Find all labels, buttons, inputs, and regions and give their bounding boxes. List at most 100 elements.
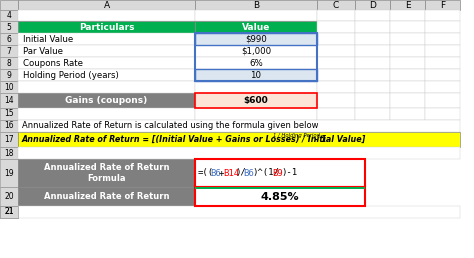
Bar (355, 10, 390, 21)
Bar (425, 10, 460, 21)
Text: B14: B14 (223, 168, 239, 178)
Bar (18, 45, 195, 57)
Bar (355, 93, 390, 108)
Bar (317, 33, 355, 45)
Bar (195, 159, 365, 187)
Bar (390, 57, 425, 69)
Bar (355, 108, 390, 120)
Bar (195, 57, 317, 69)
Text: 10: 10 (4, 83, 14, 92)
Bar (355, 69, 390, 81)
Bar (18, 206, 460, 218)
Bar (355, 21, 390, 33)
Text: 21: 21 (4, 207, 14, 216)
Bar (0, 206, 18, 218)
Bar (355, 0, 390, 10)
Bar (18, 0, 195, 10)
Text: D: D (369, 1, 376, 10)
Bar (390, 45, 425, 57)
Bar (195, 45, 317, 57)
Text: Annualized Rate of Return = [(Initial Value + Gains or Losses) / Initial Value]: Annualized Rate of Return = [(Initial Va… (22, 135, 366, 144)
Text: Annualized Rate of Return is calculated using the formula given below: Annualized Rate of Return is calculated … (22, 122, 319, 131)
Bar (195, 21, 317, 33)
Text: 20: 20 (4, 192, 14, 201)
Bar (317, 10, 355, 21)
Text: $990: $990 (245, 35, 267, 44)
Bar (390, 69, 425, 81)
Text: 8: 8 (7, 59, 11, 68)
Bar (18, 147, 460, 159)
Text: )^(1/: )^(1/ (252, 168, 279, 178)
Bar (0, 93, 18, 108)
Text: )-1: )-1 (281, 168, 297, 178)
Text: 9: 9 (7, 70, 11, 79)
Bar (425, 33, 460, 45)
Text: Holding Period (years): Holding Period (years) (23, 70, 119, 79)
Bar (390, 0, 425, 10)
Bar (0, 45, 18, 57)
Bar (195, 33, 317, 45)
Bar (18, 93, 195, 108)
Bar (390, 21, 425, 33)
Text: $1,000: $1,000 (241, 46, 271, 55)
Bar (425, 57, 460, 69)
Bar (0, 0, 18, 10)
Text: E: E (405, 1, 410, 10)
Bar (195, 81, 317, 93)
Text: F: F (440, 1, 445, 10)
Text: Annualized Rate of Return: Annualized Rate of Return (44, 192, 169, 201)
Text: 10: 10 (250, 70, 262, 79)
Bar (425, 0, 460, 10)
Text: Par Value: Par Value (23, 46, 63, 55)
Bar (195, 187, 365, 206)
Text: 6%: 6% (249, 59, 263, 68)
Bar (18, 120, 460, 132)
Bar (425, 81, 460, 93)
Text: B6: B6 (244, 168, 255, 178)
Bar (195, 0, 317, 10)
Bar (0, 21, 18, 33)
Bar (0, 187, 18, 206)
Bar (317, 81, 355, 93)
Bar (317, 93, 355, 108)
Text: C: C (333, 1, 339, 10)
Bar (195, 69, 317, 81)
Text: 4.85%: 4.85% (261, 192, 299, 203)
Text: 4: 4 (7, 11, 11, 20)
Text: 14: 14 (4, 96, 14, 105)
Text: Annualized Rate of Return
Formula: Annualized Rate of Return Formula (44, 163, 169, 183)
Text: 1 / Holding Period: 1 / Holding Period (273, 133, 320, 139)
Text: 18: 18 (4, 149, 14, 157)
Bar (317, 69, 355, 81)
Bar (18, 10, 195, 21)
Bar (425, 69, 460, 81)
Bar (0, 159, 18, 187)
Bar (425, 108, 460, 120)
Bar (18, 69, 195, 81)
Text: B6: B6 (210, 168, 221, 178)
Text: 7: 7 (7, 46, 11, 55)
Bar (0, 33, 18, 45)
Bar (195, 108, 317, 120)
Bar (0, 132, 18, 147)
Bar (355, 33, 390, 45)
Bar (195, 10, 317, 21)
Bar (18, 132, 460, 147)
Bar (0, 108, 18, 120)
Text: 15: 15 (4, 109, 14, 118)
Bar (425, 21, 460, 33)
Text: 17: 17 (4, 135, 14, 144)
Bar (390, 93, 425, 108)
Bar (355, 81, 390, 93)
Bar (195, 187, 365, 189)
Bar (390, 33, 425, 45)
Text: 16: 16 (4, 122, 14, 131)
Bar (317, 0, 355, 10)
Text: +: + (219, 168, 224, 178)
Bar (390, 10, 425, 21)
Text: Gains (coupons): Gains (coupons) (65, 96, 147, 105)
Text: - 1: - 1 (312, 135, 327, 144)
Bar (195, 33, 317, 81)
Bar (18, 57, 195, 69)
Bar (0, 69, 18, 81)
